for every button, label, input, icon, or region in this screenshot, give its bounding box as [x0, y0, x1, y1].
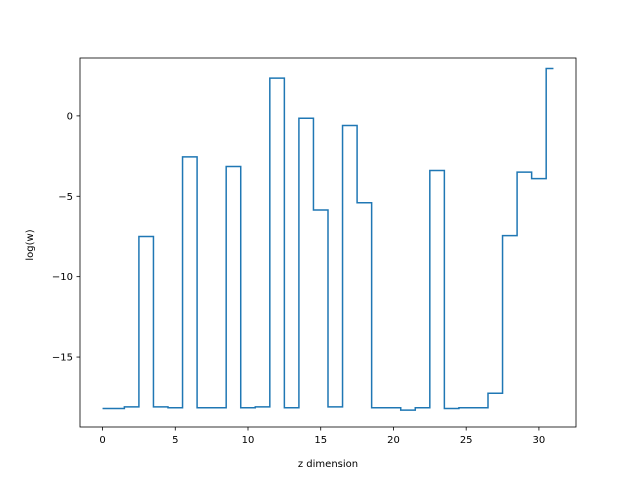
x-tick-label: 0	[99, 435, 105, 446]
y-axis-label: log(w)	[25, 229, 36, 260]
plot-area	[80, 58, 576, 427]
y-tick-label: −10	[52, 272, 73, 283]
x-tick-label: 25	[460, 435, 473, 446]
series-line-0	[103, 68, 554, 410]
x-tick-label: 30	[533, 435, 546, 446]
y-tick-label: 0	[67, 111, 73, 122]
x-tick-label: 20	[387, 435, 400, 446]
x-tick-label: 5	[172, 435, 178, 446]
y-tick-label: −5	[58, 192, 73, 203]
x-tick-label: 15	[314, 435, 327, 446]
x-axis-label: z dimension	[298, 459, 358, 470]
x-tick-label: 10	[242, 435, 255, 446]
y-tick-label: −15	[52, 353, 73, 364]
